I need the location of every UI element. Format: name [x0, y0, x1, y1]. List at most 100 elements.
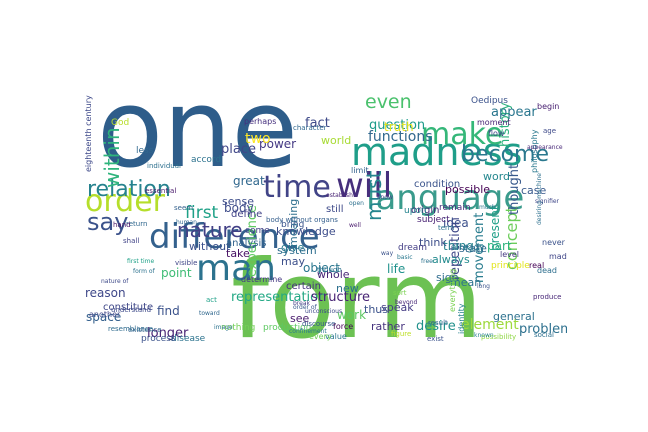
word-figure: figure: [391, 330, 411, 338]
word-result: result: [428, 319, 448, 327]
word-analysis: analysis: [226, 238, 267, 249]
word-dream: dream: [398, 243, 427, 253]
word-thing: thing: [443, 239, 474, 253]
word-known: known: [474, 332, 494, 339]
word-think: think: [419, 236, 447, 249]
word-bring: bring: [281, 220, 304, 230]
word-always: always: [432, 253, 470, 266]
word-nothing: nothing: [221, 323, 255, 333]
word-possibility: possibility: [481, 333, 516, 341]
word-individual: individual: [147, 162, 181, 170]
word-question: question: [369, 118, 425, 133]
word-see: see: [290, 312, 309, 325]
word-appear: appear: [491, 105, 537, 120]
word-image: image: [214, 324, 233, 331]
word-every: every: [309, 332, 332, 341]
word-reason: reason: [85, 286, 126, 300]
word-language: language: [366, 178, 524, 218]
word-real: real: [529, 261, 544, 270]
word-beyond: beyond: [395, 299, 418, 306]
word-confinement: confinement: [289, 328, 327, 335]
word-nature-of: nature of: [101, 278, 129, 285]
word-toward: toward: [199, 310, 220, 317]
word-desiring-machine: desiring-machine: [536, 173, 543, 225]
word-new: new: [336, 282, 359, 295]
word-character: character: [293, 124, 327, 132]
word-term: term: [438, 224, 455, 232]
word-eighteenth-century: eighteenth century: [84, 95, 93, 172]
word-will: will: [336, 166, 392, 206]
word-part: part: [487, 239, 512, 253]
word-sort: sort: [393, 289, 407, 297]
word-shall: shall: [123, 237, 139, 245]
word-place: place: [221, 142, 256, 157]
word-space: space: [86, 310, 121, 324]
word-knowledge: knowledge: [276, 225, 336, 238]
word-first-time: first time: [127, 258, 154, 265]
word-act: act: [206, 296, 217, 304]
word-first: first: [185, 203, 219, 223]
word-nature: nature: [177, 218, 243, 242]
word-order: order: [85, 184, 166, 219]
word-oedipus: Oedipus: [471, 96, 508, 106]
word-cloud: one form madness language difference will time…: [81, 87, 567, 345]
word-open: open: [349, 200, 364, 207]
word-social: social: [534, 331, 554, 339]
word-two: two: [245, 131, 271, 147]
word-another: another: [89, 310, 121, 319]
word-longer: longer: [147, 326, 189, 341]
word-man: man: [196, 248, 276, 289]
word-world: world: [321, 134, 351, 147]
word-long: long: [477, 283, 490, 290]
word-though: though: [317, 266, 342, 274]
word-god: God: [111, 118, 129, 128]
word-history: history: [498, 102, 513, 147]
word-appearance: appearance: [527, 144, 563, 151]
word-great: great: [233, 174, 265, 188]
word-process: process: [141, 334, 176, 344]
word-system: system: [277, 244, 317, 257]
word-signifier: signifier: [535, 198, 560, 205]
word-general: general: [493, 310, 535, 323]
word-upon: upon: [404, 206, 427, 216]
word-object: object: [303, 261, 340, 275]
word-within: within: [100, 127, 124, 188]
word-life: life: [387, 262, 405, 276]
word-structure: structure: [311, 290, 370, 305]
word-element: element: [461, 317, 519, 333]
word-say: say: [87, 208, 128, 236]
word-certain: certain: [286, 281, 321, 292]
word-case: case: [521, 184, 547, 197]
word-experience: experience: [245, 205, 260, 277]
word-may: may: [281, 255, 305, 268]
word-form: form: [231, 238, 483, 345]
word-mean: mean: [450, 276, 481, 289]
word-dead: dead: [537, 266, 557, 275]
word-production: production: [263, 323, 311, 333]
word-seem: seem: [174, 204, 193, 212]
word-truth: truth: [384, 120, 414, 134]
word-speak: speak: [381, 301, 414, 314]
word-define: define: [231, 209, 262, 220]
word-visible: visible: [175, 259, 197, 267]
word-establish: establish: [326, 192, 353, 199]
word-hand: hand: [113, 221, 131, 229]
word-whole: whole: [317, 268, 350, 281]
word-never: never: [542, 238, 566, 247]
word-resemblance: resemblance: [108, 325, 153, 333]
word-thought: thought: [507, 164, 522, 215]
word-existence: existence: [128, 326, 162, 334]
word-remain: remain: [439, 203, 471, 213]
word-perhaps: perhaps: [244, 117, 276, 126]
word-problem: problem: [519, 322, 567, 337]
word-one: one: [97, 87, 298, 192]
word-less: less: [136, 146, 154, 156]
word-accord: accord: [191, 155, 221, 165]
word-philosophy: philosophy: [530, 129, 539, 173]
word-subject: subject: [417, 215, 450, 225]
word-still: still: [326, 204, 343, 215]
word-body-without-organs: body without organs: [266, 216, 338, 224]
word-concept: concept: [502, 206, 521, 270]
word-constitute: constitute: [103, 302, 153, 313]
